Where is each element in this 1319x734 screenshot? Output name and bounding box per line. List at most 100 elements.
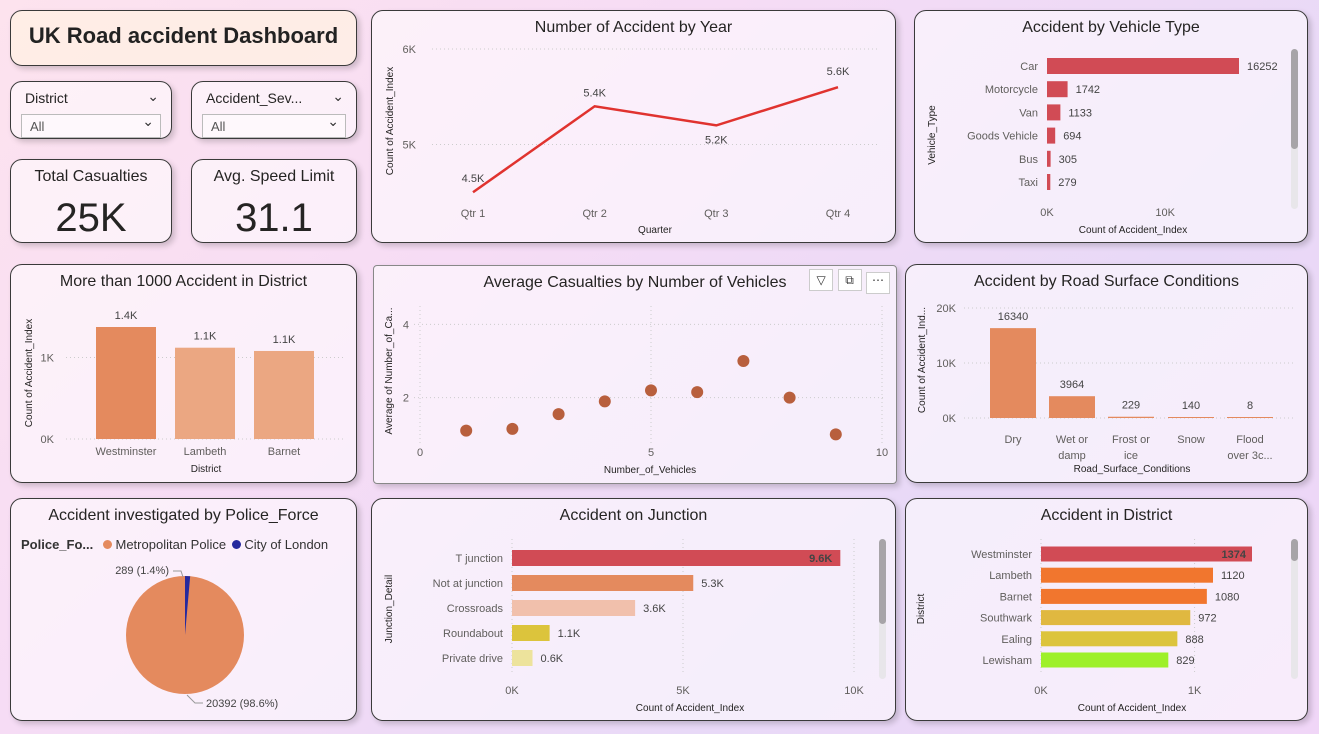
scrollbar[interactable]	[1291, 539, 1298, 679]
chevron-down-icon[interactable]: ⌄	[142, 113, 154, 129]
x-tick-label: 1K	[1188, 685, 1202, 697]
x-tick-label: ice	[1124, 450, 1138, 462]
bar	[1168, 417, 1214, 418]
chart-police-force[interactable]: Accident investigated by Police_Force Po…	[10, 498, 357, 721]
y-tick-label: Private drive	[442, 653, 503, 665]
data-label: 1.1K	[194, 331, 217, 343]
kpi-total-casualties-value: 25K	[55, 196, 127, 240]
bar	[1041, 652, 1169, 668]
chart-district-over-1000[interactable]: More than 1000 Accident in District 0K 1K…	[10, 264, 357, 483]
chart-title: Average Casualties by Number of Vehicles	[483, 274, 787, 291]
y-axis-title: District	[916, 594, 927, 625]
bar	[1047, 104, 1061, 121]
data-label: 1120	[1221, 570, 1245, 582]
slicer-severity-dropdown[interactable]: All ⌄	[202, 113, 346, 138]
x-tick-label: 10	[876, 447, 888, 459]
chart-accident-on-junction[interactable]: Accident on Junction 0K 5K 10K T junction 9.…	[371, 498, 896, 721]
x-axis-title: District	[191, 464, 222, 475]
dashboard-title: UK Road accident Dashboard	[28, 23, 339, 48]
y-tick-label: Van	[1019, 107, 1038, 119]
y-tick-label: 10K	[936, 358, 956, 370]
focus-mode-icon[interactable]: ⧉	[837, 269, 862, 291]
y-tick-label: Ealing	[1001, 634, 1032, 646]
x-axis-title: Road_Surface_Conditions	[1074, 464, 1191, 475]
x-tick-label: Barnet	[268, 446, 300, 458]
slicer-accident-severity[interactable]: Accident_Sev... ⌄ All ⌄	[191, 81, 357, 139]
data-label: 1374	[1222, 549, 1247, 561]
x-axis-title: Count of Accident_Index	[1079, 225, 1187, 236]
chart-accident-in-district[interactable]: Accident in District 0K 1K Westminster 1374…	[905, 498, 1308, 721]
y-tick-label: 4	[403, 319, 409, 331]
bar	[254, 350, 314, 439]
data-label: 972	[1198, 613, 1216, 625]
x-tick-label: Wet or	[1056, 434, 1089, 446]
bar	[512, 550, 841, 566]
more-options-icon[interactable]: ⋯	[866, 272, 890, 294]
data-label: 1133	[1068, 107, 1092, 119]
slicer-district-dropdown[interactable]: All ⌄	[21, 113, 161, 138]
data-label: 5.2K	[705, 134, 728, 146]
x-tick-label: 0K	[1034, 685, 1048, 697]
chart-accident-by-vehicle-type[interactable]: Accident by Vehicle Type Car 16252 Motorcy…	[914, 10, 1308, 243]
y-axis-title: Count of Accident_Index	[385, 67, 396, 175]
data-label: 8	[1247, 400, 1253, 412]
data-label: 140	[1182, 400, 1200, 412]
legend-item-metropolitan[interactable]: Metropolitan Police	[115, 537, 227, 552]
x-tick-label: Westminster	[96, 446, 157, 458]
chart-road-surface-conditions[interactable]: Accident by Road Surface Conditions 0K 10…	[905, 264, 1308, 483]
x-tick-label: Qtr 4	[826, 208, 850, 220]
scrollbar[interactable]	[1291, 49, 1298, 209]
series-line	[472, 86, 839, 194]
leader-line	[186, 694, 203, 704]
scrollbar[interactable]	[879, 539, 886, 679]
data-label: 1742	[1076, 84, 1100, 96]
x-tick-label: Qtr 2	[582, 208, 606, 220]
bar	[1041, 567, 1213, 583]
bar	[512, 575, 694, 591]
chevron-down-icon[interactable]: ⌄	[147, 88, 159, 104]
data-label: 229	[1122, 400, 1140, 412]
x-tick-label: Qtr 3	[704, 208, 728, 220]
data-label: 3964	[1060, 379, 1084, 391]
bar	[175, 347, 235, 439]
data-label: 4.5K	[462, 173, 485, 185]
bar	[512, 600, 636, 616]
chart-title: Number of Accident by Year	[534, 19, 733, 36]
data-label: 9.6K	[809, 553, 832, 565]
x-tick-label: 0K	[1040, 207, 1054, 219]
slicer-district[interactable]: District ⌄ All ⌄	[10, 81, 172, 139]
kpi-avg-speed-limit-label: Avg. Speed Limit	[213, 168, 335, 185]
x-tick-label: Flood	[1236, 434, 1264, 446]
y-tick-label: T junction	[456, 553, 504, 565]
y-axis-title: Average of Number_of_Ca...	[384, 307, 395, 434]
x-axis-title: Count of Accident_Index	[636, 703, 744, 714]
slicer-district-label: District	[25, 90, 68, 106]
chart-average-casualties[interactable]: Average Casualties by Number of Vehicles…	[373, 265, 897, 484]
data-label: 3.6K	[643, 603, 666, 615]
chevron-down-icon[interactable]: ⌄	[327, 113, 339, 129]
y-axis-title: Count of Accident_Ind...	[917, 307, 928, 413]
filter-icon[interactable]: ▽	[809, 269, 834, 291]
y-tick-label: 6K	[403, 44, 417, 56]
y-tick-label: 1K	[41, 352, 55, 364]
chevron-down-icon[interactable]: ⌄	[332, 88, 344, 104]
y-tick-label: Car	[1020, 61, 1038, 73]
slicer-severity-value: All	[211, 119, 226, 134]
y-axis-title: Vehicle_Type	[927, 105, 938, 165]
bar	[1041, 546, 1252, 562]
chart-title: More than 1000 Accident in District	[59, 273, 308, 290]
data-point	[737, 355, 750, 367]
data-label: 1.1K	[558, 628, 581, 640]
legend-item-city-of-london[interactable]: City of London	[244, 537, 329, 552]
y-tick-label: Lambeth	[989, 570, 1032, 582]
x-axis-title: Count of Accident_Index	[1078, 703, 1186, 714]
data-point	[460, 424, 473, 437]
kpi-avg-speed-limit: Avg. Speed Limit 31.1	[191, 159, 357, 243]
data-label: 279	[1058, 177, 1076, 189]
x-tick-label: Qtr 1	[461, 208, 485, 220]
chart-accident-by-year[interactable]: Number of Accident by Year 5K 6K Count of …	[371, 10, 896, 243]
x-axis-title: Quarter	[638, 225, 673, 236]
bar	[1047, 174, 1051, 190]
y-tick-label: Goods Vehicle	[967, 131, 1038, 143]
legend-dot	[231, 540, 241, 549]
